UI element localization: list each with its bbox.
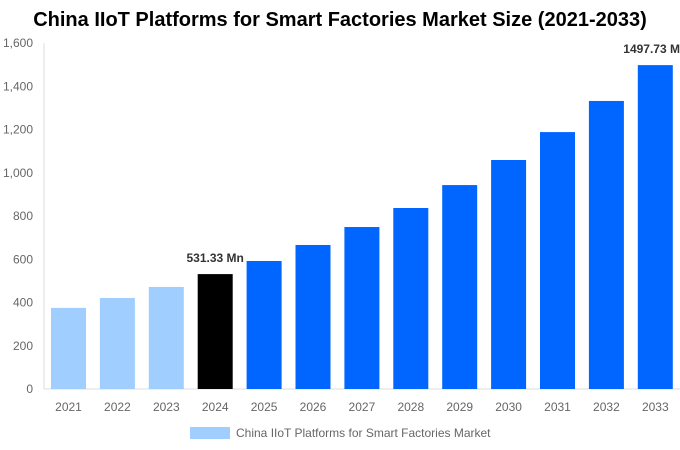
legend-swatch (190, 427, 230, 439)
bar-2021 (51, 307, 86, 389)
y-tick-label: 1,600 (3, 36, 33, 50)
y-tick-label: 600 (13, 252, 33, 266)
bar-2024 (197, 274, 233, 389)
data-label: 1497.73 Mn (623, 42, 680, 56)
bar-2025 (246, 260, 282, 389)
bar-2032 (588, 100, 624, 389)
bar-2027 (344, 227, 380, 389)
y-tick-label: 800 (13, 209, 33, 223)
legend: China IIoT Platforms for Smart Factories… (190, 426, 491, 440)
x-tick-label: 2031 (544, 400, 571, 414)
chart-title: China IIoT Platforms for Smart Factories… (33, 9, 647, 31)
bar-2030 (491, 159, 527, 389)
x-tick-label: 2033 (642, 400, 669, 414)
x-tick-label: 2026 (300, 400, 327, 414)
bar-2022 (99, 297, 135, 389)
x-tick-label: 2024 (202, 400, 229, 414)
y-tick-label: 400 (13, 296, 33, 310)
x-tick-label: 2025 (251, 400, 278, 414)
y-tick-label: 1,200 (3, 123, 33, 137)
x-tick-label: 2032 (593, 400, 620, 414)
x-tick-label: 2021 (55, 400, 82, 414)
y-tick-label: 1,000 (3, 166, 33, 180)
x-tick-label: 2028 (397, 400, 424, 414)
x-tick-label: 2027 (349, 400, 376, 414)
bar-2026 (295, 244, 331, 389)
bar-2029 (442, 185, 478, 389)
x-tick-label: 2029 (446, 400, 473, 414)
x-tick-label: 2023 (153, 400, 180, 414)
bar-2028 (393, 207, 429, 389)
bar-2023 (148, 286, 184, 389)
y-tick-label: 0 (26, 382, 33, 396)
legend-label: China IIoT Platforms for Smart Factories… (236, 426, 491, 440)
x-tick-label: 2030 (495, 400, 522, 414)
bar-2031 (540, 132, 575, 389)
data-label: 531.33 Mn (187, 251, 244, 265)
x-tick-label: 2022 (104, 400, 131, 414)
bar-2033 (637, 65, 673, 389)
y-tick-label: 200 (13, 339, 33, 353)
y-tick-label: 1,400 (3, 79, 33, 93)
